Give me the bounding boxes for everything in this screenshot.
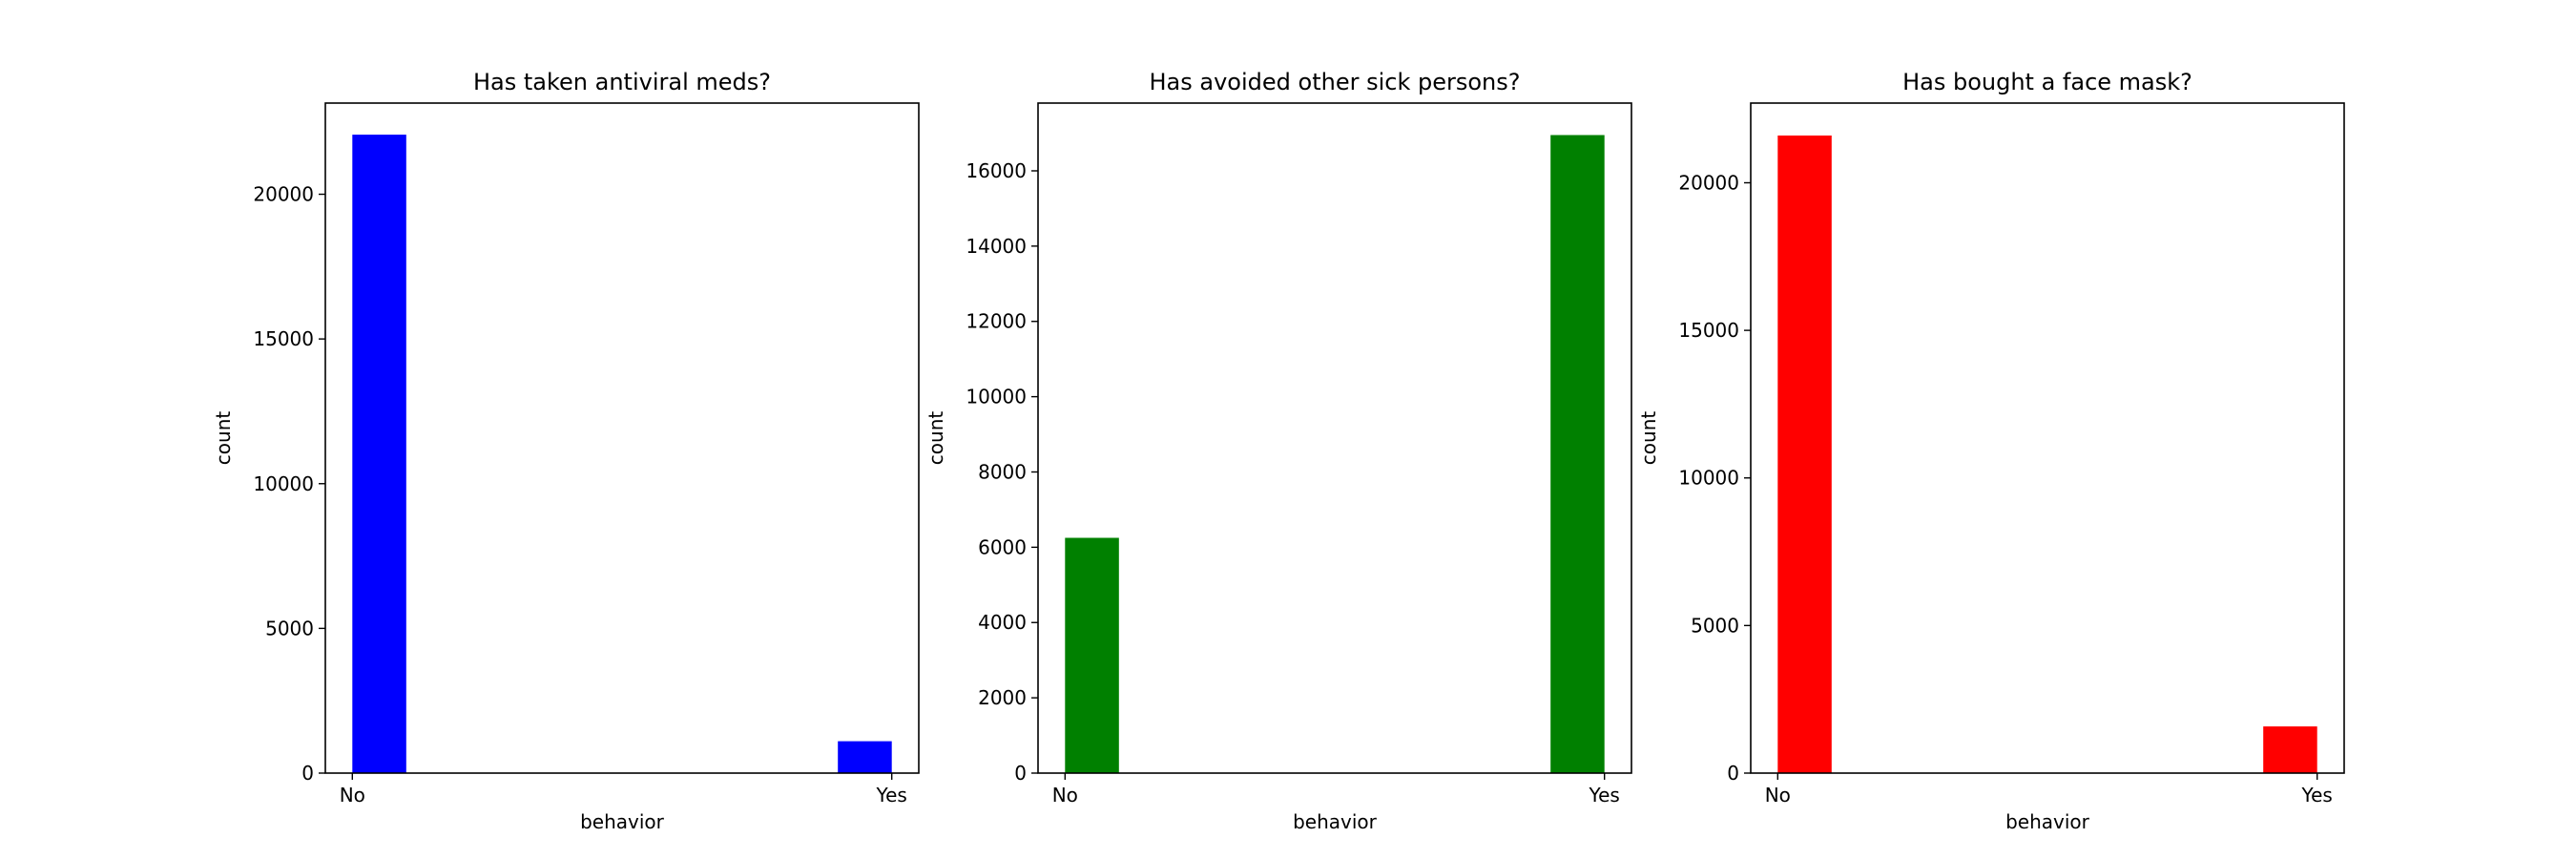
y-tick-label: 15000	[1678, 319, 1739, 342]
y-tick-label: 8000	[978, 460, 1027, 483]
y-tick-label: 20000	[1678, 171, 1739, 194]
chart-panel-2: No Yes 0 2000 4000 6000 8000 10000 12000 14000 160…	[924, 69, 1632, 833]
x-tick-label: Yes	[876, 784, 907, 807]
axes-frame	[1037, 102, 1632, 774]
bar-no	[352, 135, 406, 774]
x-tick-label: No	[1765, 784, 1791, 807]
chart-title: Has bought a face mask?	[1902, 69, 2192, 95]
x-tick-label: No	[1052, 784, 1078, 807]
y-tick-label: 15000	[253, 327, 314, 350]
y-tick-label: 0	[301, 762, 314, 785]
x-tick-label: Yes	[2301, 784, 2333, 807]
y-tick-label: 2000	[978, 686, 1027, 709]
y-tick-label: 12000	[966, 310, 1027, 333]
y-tick-label: 5000	[265, 617, 314, 639]
chart-panel-3: No Yes 0 5000 10000 15000 20000 Has bought a fa…	[1637, 69, 2345, 833]
bar-no	[1777, 136, 1832, 773]
y-tick-label: 20000	[253, 183, 314, 206]
y-tick-label: 5000	[1691, 614, 1739, 637]
y-tick-label: 0	[1014, 762, 1027, 785]
y-tick-label: 10000	[253, 472, 314, 495]
bar-yes	[838, 741, 892, 773]
y-axis-label: count	[924, 411, 947, 466]
x-axis-label: behavior	[580, 810, 665, 833]
chart-title: Has taken antiviral meds?	[473, 69, 771, 95]
y-axis-label: count	[1637, 411, 1660, 466]
x-axis-label: behavior	[2005, 810, 2090, 833]
x-tick-label: No	[340, 784, 365, 807]
chart-title: Has avoided other sick persons?	[1150, 69, 1521, 95]
y-tick-label: 0	[1727, 762, 1739, 785]
x-tick-label: Yes	[1589, 784, 1620, 807]
x-axis-label: behavior	[1293, 810, 1378, 833]
bar-yes	[2263, 726, 2317, 773]
y-tick-label: 4000	[978, 611, 1027, 634]
bar-no	[1065, 537, 1119, 773]
chart-panel-1: No Yes 0 5000 10000 15000 20000 Has taken antiv…	[212, 69, 920, 833]
axes-frame	[324, 102, 920, 774]
y-tick-label: 14000	[966, 235, 1027, 258]
y-tick-label: 10000	[1678, 467, 1739, 490]
axes-frame	[1750, 102, 2345, 774]
bar-yes	[1550, 135, 1605, 773]
y-tick-label: 6000	[978, 535, 1027, 558]
y-tick-label: 10000	[966, 386, 1027, 409]
y-axis-label: count	[212, 411, 235, 466]
y-tick-label: 16000	[966, 159, 1027, 182]
